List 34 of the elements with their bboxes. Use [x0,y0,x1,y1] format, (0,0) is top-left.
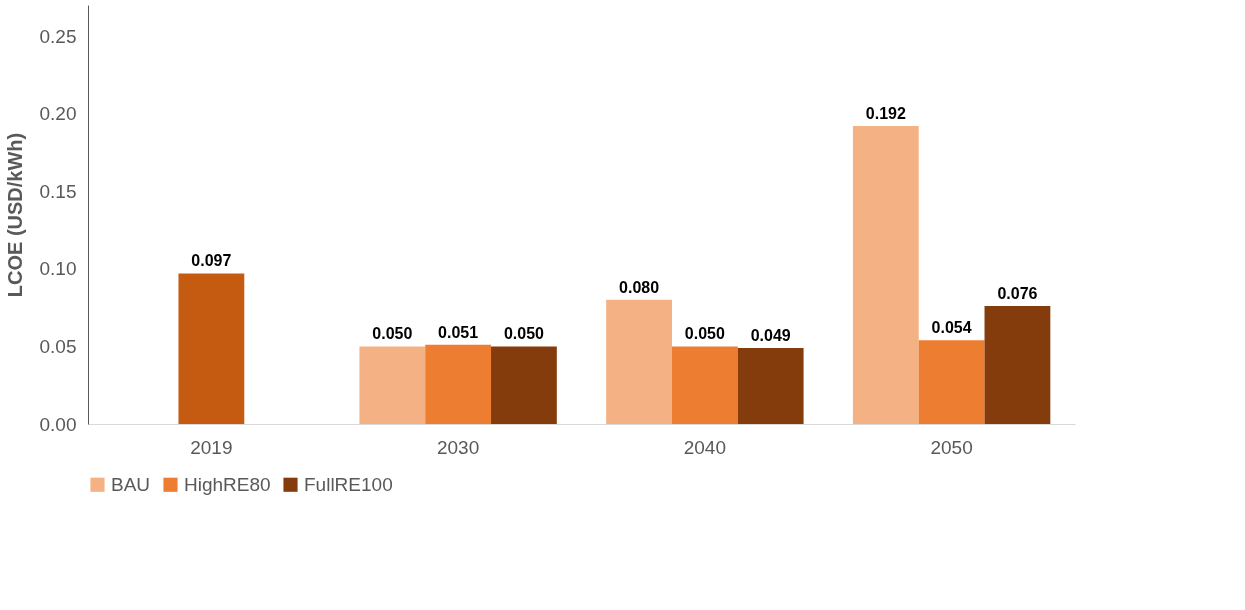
y-axis-title: LCOE (USD/kWh) [3,132,26,298]
data-label: 0.080 [619,278,660,296]
y-tick-label: 0.10 [39,258,77,280]
x-tick-label: 2040 [683,436,727,458]
bar [491,346,557,424]
bar [425,344,492,424]
x-tick-label: 2050 [930,436,973,458]
data-label: 0.050 [372,325,413,343]
bar [737,347,804,424]
x-tick-label: 2019 [190,436,233,458]
data-label: 0.054 [931,319,972,337]
bar [178,273,245,424]
legend-label: BAU [111,473,151,495]
y-tick-label: 0.25 [39,25,77,47]
y-tick-label: 0.00 [39,413,77,435]
bar [918,340,985,424]
data-label: 0.049 [750,326,791,344]
y-tick-label: 0.20 [39,103,77,125]
data-label: 0.050 [684,325,725,343]
data-label: 0.192 [865,105,906,123]
bar [606,299,672,424]
y-tick-label: 0.15 [39,180,77,202]
bar [671,346,738,424]
data-label: 0.076 [997,285,1038,303]
bar [852,126,919,424]
legend-label: HighRE80 [184,473,271,495]
data-label: 0.051 [438,323,479,341]
bar [359,346,426,424]
bar [984,306,1051,424]
data-label: 0.050 [503,325,545,343]
legend-label: FullRE100 [304,473,393,495]
data-label: 0.097 [191,252,232,270]
y-tick-label: 0.05 [39,335,77,357]
x-tick-label: 2030 [436,436,480,458]
